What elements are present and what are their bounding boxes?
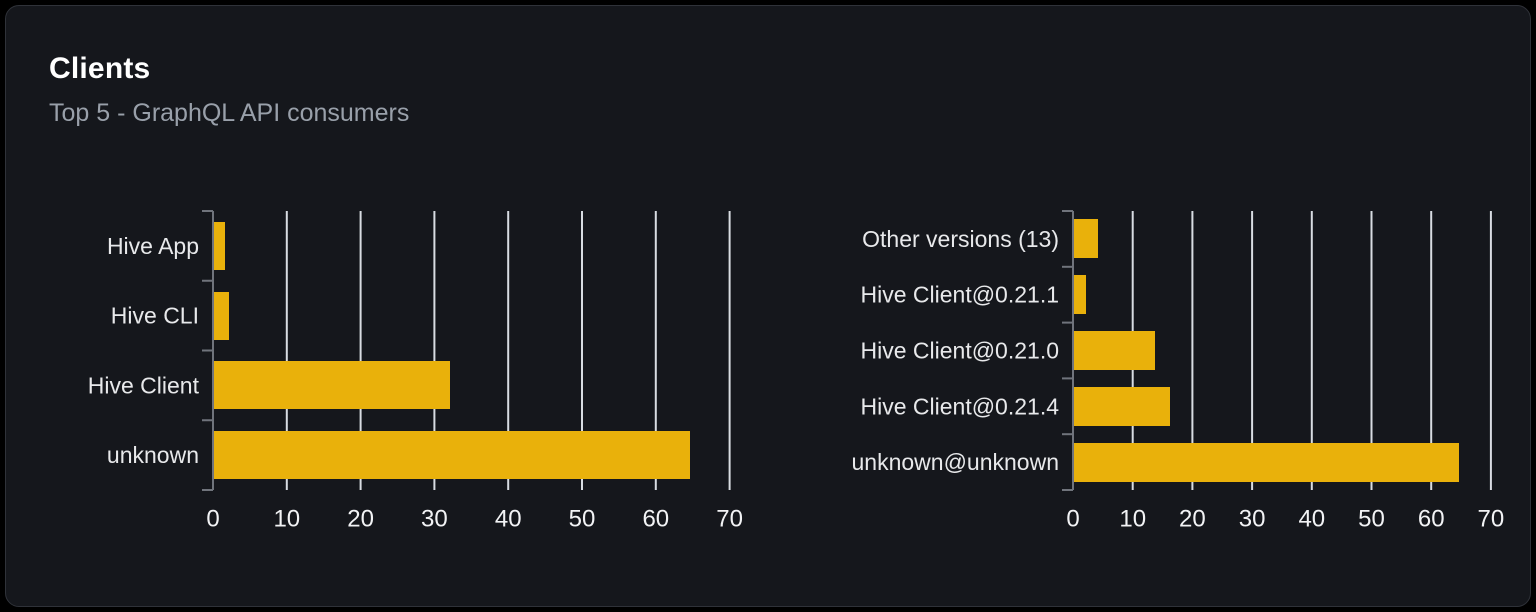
bar-hive-client-0-21-1[interactable] <box>1074 275 1086 314</box>
x-tick-label-60: 60 <box>1418 506 1445 533</box>
category-label-hive-app: Hive App <box>107 233 199 259</box>
x-tick-label-20: 20 <box>1179 506 1206 533</box>
card-subtitle: Top 5 - GraphQL API consumers <box>49 99 410 127</box>
bar-hive-client[interactable] <box>214 361 450 409</box>
category-label-unknown-unknown: unknown@unknown <box>852 449 1059 475</box>
category-label-hive-client: Hive Client <box>88 372 200 398</box>
chart-clients-by-name: Hive App Hive CLI Hive Client unknown 0 10 20 3… <box>88 210 743 533</box>
bar-unknown[interactable] <box>214 431 690 479</box>
card-title: Clients <box>49 52 151 85</box>
category-label-hive-client-0-21-0: Hive Client@0.21.0 <box>861 338 1060 364</box>
x-tick-label-70: 70 <box>716 506 743 533</box>
chart-clients-by-version: Other versions (13) Hive Client@0.21.1 Hiv… <box>852 210 1505 533</box>
x-tick-label-30: 30 <box>421 506 448 533</box>
x-tick-label-10: 10 <box>273 506 300 533</box>
x-tick-label-0: 0 <box>206 506 219 533</box>
category-label-hive-client-0-21-1: Hive Client@0.21.1 <box>861 282 1060 308</box>
bar-hive-cli[interactable] <box>214 292 229 340</box>
x-tick-label-70: 70 <box>1478 506 1505 533</box>
clients-card: Clients Top 5 - GraphQL API consumers <box>5 5 1531 607</box>
bar-hive-client-0-21-0[interactable] <box>1074 331 1155 370</box>
bar-hive-client-0-21-4[interactable] <box>1074 387 1170 426</box>
bar-other-versions-13[interactable] <box>1074 219 1098 258</box>
x-tick-label-50: 50 <box>1358 506 1385 533</box>
category-label-hive-cli: Hive CLI <box>111 303 199 329</box>
x-tick-label-20: 20 <box>347 506 374 533</box>
bar-hive-app[interactable] <box>214 222 225 270</box>
x-tick-label-60: 60 <box>642 506 669 533</box>
x-tick-label-40: 40 <box>495 506 522 533</box>
bar-unknown-unknown[interactable] <box>1074 443 1459 482</box>
category-label-hive-client-0-21-4: Hive Client@0.21.4 <box>861 393 1060 419</box>
x-tick-label-50: 50 <box>569 506 596 533</box>
x-tick-label-30: 30 <box>1239 506 1266 533</box>
x-tick-label-40: 40 <box>1298 506 1325 533</box>
x-tick-label-10: 10 <box>1119 506 1146 533</box>
category-label-unknown: unknown <box>107 442 199 468</box>
category-label-other-versions-13: Other versions (13) <box>862 226 1059 252</box>
x-tick-label-0: 0 <box>1066 506 1079 533</box>
